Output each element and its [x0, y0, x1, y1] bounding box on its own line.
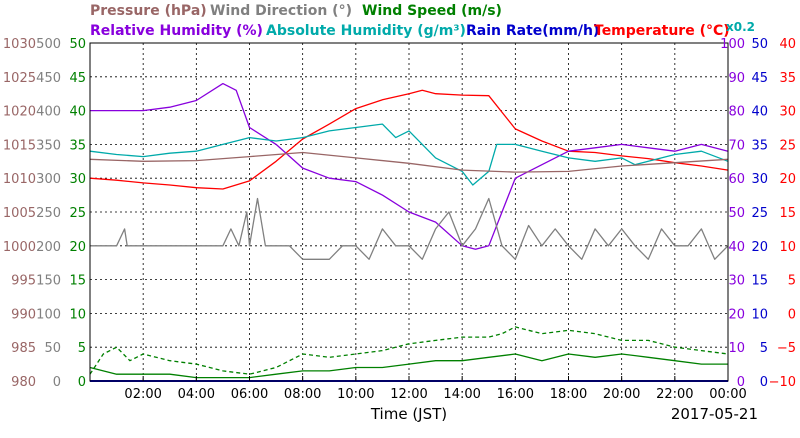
- wind-speed-tick-label: 5: [78, 341, 86, 356]
- wind-speed-tick-label: 0: [78, 375, 86, 390]
- wind-speed-gust-line: [89, 326, 729, 375]
- wind-speed-tick-label: 35: [69, 138, 86, 153]
- pressure-tick-label: 1025: [3, 71, 36, 86]
- pressure-tick-label: 1005: [3, 206, 36, 221]
- legend-entry: Relative Humidity (%): [90, 23, 263, 39]
- rain-rate-tick-label: 5: [760, 341, 768, 356]
- wind-direction-tick-label: 500: [36, 37, 61, 52]
- x-tick-label: 04:00: [178, 387, 215, 402]
- rain-rate-tick-label: 45: [751, 71, 768, 86]
- wind-direction-tick-label: 50: [44, 341, 61, 356]
- x-tick-label: 00:00: [709, 387, 746, 402]
- pressure-tick-label: 1030: [3, 37, 36, 52]
- legend: Pressure (hPa) Wind Direction (°) Wind Spe…: [90, 3, 755, 39]
- wind-direction-tick-label: 350: [36, 138, 61, 153]
- rain-rate-tick-label: 10: [751, 307, 768, 322]
- relative-humidity-tick-label: 30: [728, 274, 745, 289]
- relative-humidity-tick-label: 90: [728, 71, 745, 86]
- temperature-tick-label: 5: [788, 274, 796, 289]
- pressure-tick-label: 1000: [3, 240, 36, 255]
- grid: [90, 43, 728, 381]
- temperature-tick-label: −5: [777, 341, 796, 356]
- wind-speed-tick-label: 25: [69, 206, 86, 221]
- wind-direction-tick-label: 300: [36, 172, 61, 187]
- relative-humidity-tick-label: 80: [728, 105, 745, 120]
- pressure-tick-label: 1020: [3, 105, 36, 120]
- legend-entry: Pressure (hPa): [90, 3, 207, 19]
- temperature-tick-label: 0: [788, 307, 796, 322]
- rain-rate-tick-label: 35: [751, 138, 768, 153]
- x-tick-label: 16:00: [497, 387, 534, 402]
- relative-humidity-tick-label: 60: [728, 172, 745, 187]
- relative-humidity-line: [90, 82, 729, 250]
- temperature-tick-label: 25: [779, 138, 796, 153]
- pressure-tick-label: 1010: [3, 172, 36, 187]
- wind-speed-tick-label: 10: [69, 307, 86, 322]
- relative-humidity-tick-label: 0: [737, 375, 745, 390]
- temperature-tick-label: 30: [779, 105, 796, 120]
- wind-speed-tick-label: 40: [69, 105, 86, 120]
- wind-direction-tick-label: 200: [36, 240, 61, 255]
- pressure-tick-label: 995: [11, 274, 36, 289]
- temperature-tick-label: 40: [779, 37, 796, 52]
- absolute-humidity-line: [89, 123, 729, 186]
- temperature-line: [89, 89, 729, 190]
- wind-direction-tick-label: 150: [36, 274, 61, 289]
- wind-direction-line: [90, 197, 729, 260]
- legend-entry: Rain Rate(mm/h): [466, 23, 599, 39]
- wind-direction-tick-label: 250: [36, 206, 61, 221]
- rain-rate-tick-label: 0: [760, 375, 768, 390]
- wind-direction-tick-label: 100: [36, 307, 61, 322]
- wind-speed-tick-label: 50: [69, 37, 86, 52]
- temperature-tick-label: 35: [779, 71, 796, 86]
- pressure-tick-label: 985: [11, 341, 36, 356]
- x-tick-label: 20:00: [603, 387, 640, 402]
- relative-humidity-tick-label: 50: [728, 206, 745, 221]
- wind-speed-tick-label: 15: [69, 274, 86, 289]
- rain-rate-tick-label: 50: [751, 37, 768, 52]
- rain-rate-tick-label: 25: [751, 206, 768, 221]
- rain-rate-tick-label: 30: [751, 172, 768, 187]
- wind-direction-tick-label: 400: [36, 105, 61, 120]
- legend-entry: Wind Speed (m/s): [362, 3, 502, 19]
- absolute-humidity-scale-note: x0.2: [726, 20, 755, 34]
- x-axis-label: Time (JST): [370, 405, 447, 423]
- x-tick-label: 12:00: [390, 387, 427, 402]
- x-tick-label: 14:00: [443, 387, 480, 402]
- legend-entry: Wind Direction (°): [210, 3, 352, 19]
- axes: 1030102510201015101010051000995990985980…: [3, 37, 796, 402]
- date-label: 2017-05-21: [671, 405, 758, 423]
- wind-speed-tick-label: 45: [69, 71, 86, 86]
- wind-speed-tick-label: 20: [69, 240, 86, 255]
- rain-rate-tick-label: 20: [751, 240, 768, 255]
- x-tick-label: 06:00: [231, 387, 268, 402]
- relative-humidity-tick-label: 40: [728, 240, 745, 255]
- temperature-tick-label: 20: [779, 172, 796, 187]
- rain-rate-tick-label: 40: [751, 105, 768, 120]
- legend-entry: Temperature (°C): [594, 23, 730, 39]
- x-tick-label: 18:00: [550, 387, 587, 402]
- temperature-tick-label: 15: [779, 206, 796, 221]
- temperature-tick-label: −10: [769, 375, 796, 390]
- pressure-tick-label: 990: [11, 307, 36, 322]
- relative-humidity-tick-label: 70: [728, 138, 745, 153]
- rain-rate-tick-label: 15: [751, 274, 768, 289]
- legend-entry: Absolute Humidity (g/m³): [266, 23, 466, 39]
- x-tick-label: 22:00: [656, 387, 693, 402]
- relative-humidity-tick-label: 20: [728, 307, 745, 322]
- x-tick-label: 02:00: [124, 387, 161, 402]
- wind-direction-tick-label: 450: [36, 71, 61, 86]
- x-tick-label: 08:00: [284, 387, 321, 402]
- x-tick-label: 10:00: [337, 387, 374, 402]
- temperature-tick-label: 10: [779, 240, 796, 255]
- relative-humidity-tick-label: 100: [720, 37, 745, 52]
- pressure-tick-label: 1015: [3, 138, 36, 153]
- wind-direction-tick-label: 0: [53, 375, 61, 390]
- relative-humidity-tick-label: 10: [728, 341, 745, 356]
- pressure-tick-label: 980: [11, 375, 36, 390]
- pressure-line: [89, 151, 729, 173]
- wind-speed-tick-label: 30: [69, 172, 86, 187]
